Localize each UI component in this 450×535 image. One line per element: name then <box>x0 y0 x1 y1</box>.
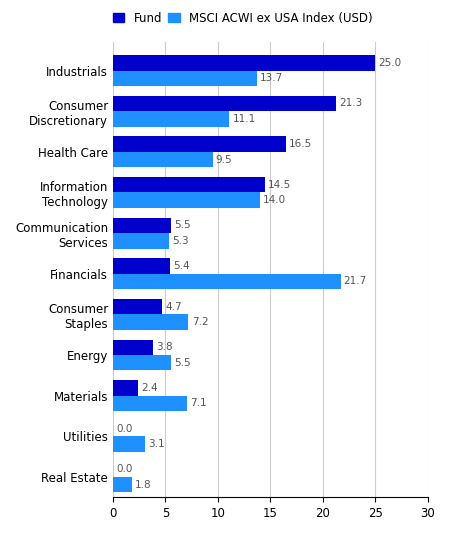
Text: 11.1: 11.1 <box>233 114 256 124</box>
Bar <box>113 315 189 330</box>
Text: 0.0: 0.0 <box>116 424 132 433</box>
Text: 5.3: 5.3 <box>172 236 189 246</box>
Text: 13.7: 13.7 <box>260 73 283 83</box>
Text: 4.7: 4.7 <box>166 302 182 312</box>
Text: 16.5: 16.5 <box>289 139 312 149</box>
Text: 14.5: 14.5 <box>268 180 292 190</box>
Bar <box>113 437 145 452</box>
Bar <box>113 177 265 193</box>
Bar <box>113 355 171 370</box>
Text: 14.0: 14.0 <box>263 195 286 205</box>
Text: 7.2: 7.2 <box>192 317 208 327</box>
Bar <box>113 233 169 249</box>
Text: 7.1: 7.1 <box>191 399 207 408</box>
Bar <box>113 218 171 233</box>
Text: 3.1: 3.1 <box>148 439 165 449</box>
Bar <box>113 55 375 71</box>
Text: 21.7: 21.7 <box>344 277 367 286</box>
Bar <box>113 71 256 86</box>
Bar <box>113 136 286 152</box>
Text: 9.5: 9.5 <box>216 155 232 165</box>
Bar <box>113 299 162 315</box>
Text: 2.4: 2.4 <box>141 383 158 393</box>
Bar <box>113 380 138 396</box>
Legend: Fund, MSCI ACWI ex USA Index (USD): Fund, MSCI ACWI ex USA Index (USD) <box>112 12 373 25</box>
Text: 5.5: 5.5 <box>174 220 190 231</box>
Text: 21.3: 21.3 <box>340 98 363 109</box>
Bar <box>113 340 153 355</box>
Text: 5.4: 5.4 <box>173 261 189 271</box>
Text: 25.0: 25.0 <box>378 58 401 68</box>
Bar <box>113 477 132 492</box>
Bar <box>113 193 260 208</box>
Bar <box>113 111 230 127</box>
Bar <box>113 396 188 411</box>
Text: 3.8: 3.8 <box>156 342 173 353</box>
Bar <box>113 96 337 111</box>
Bar <box>113 152 212 167</box>
Text: 5.5: 5.5 <box>174 358 190 368</box>
Bar <box>113 258 170 274</box>
Bar <box>113 274 341 289</box>
Text: 0.0: 0.0 <box>116 464 132 474</box>
Text: 1.8: 1.8 <box>135 480 152 490</box>
